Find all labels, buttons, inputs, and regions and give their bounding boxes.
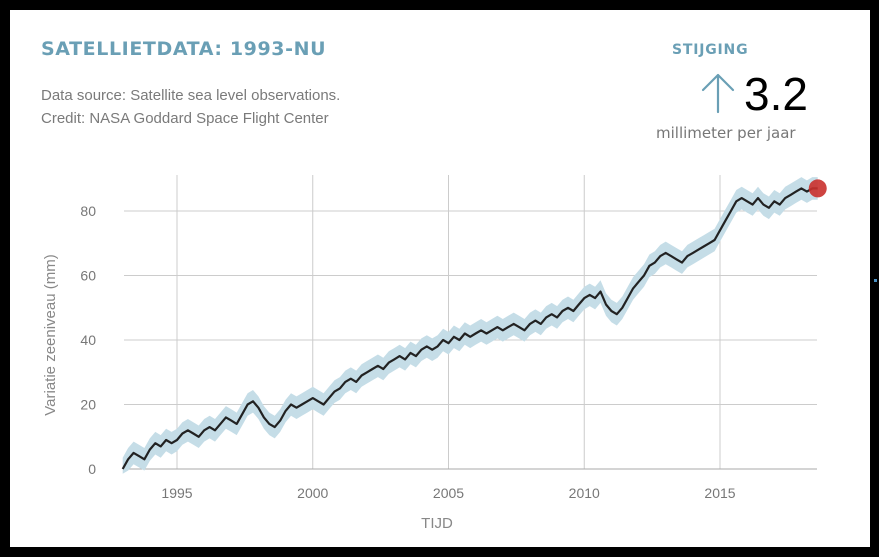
credit-line: Credit: NASA Goddard Space Flight Center — [41, 110, 329, 127]
offscreen-edge-mark — [874, 279, 877, 282]
sea-level-line — [121, 187, 818, 470]
y-tick-label: 60 — [80, 268, 96, 284]
page-title: SATELLIETDATA: 1993-NU — [41, 38, 327, 60]
uncertainty-band — [122, 177, 818, 474]
rate-value: 3.2 — [744, 68, 808, 120]
x-tick-label: 2000 — [297, 485, 328, 501]
y-tick-label: 40 — [80, 332, 96, 348]
data-source-text: Data source: Satellite sea level observa… — [41, 84, 340, 130]
x-axis-label: TIJD — [421, 515, 453, 532]
y-tick-label: 0 — [88, 461, 96, 477]
y-tick-label: 80 — [80, 203, 96, 219]
rate-unit: millimeter per jaar — [656, 124, 796, 142]
source-line: Data source: Satellite sea level observa… — [41, 87, 341, 104]
x-tick-label: 2005 — [433, 485, 464, 501]
arrow-up-icon — [701, 73, 735, 114]
y-axis-label: Variatie zeeniveau (mm) — [42, 254, 59, 415]
y-tick-label: 20 — [80, 397, 96, 413]
x-tick-label: 1995 — [161, 485, 192, 501]
x-tick-label: 2010 — [569, 485, 600, 501]
x-tick-label: 2015 — [704, 485, 735, 501]
chart-card — [10, 10, 870, 547]
latest-value-marker — [808, 179, 827, 198]
rate-label: STIJGING — [672, 42, 749, 58]
